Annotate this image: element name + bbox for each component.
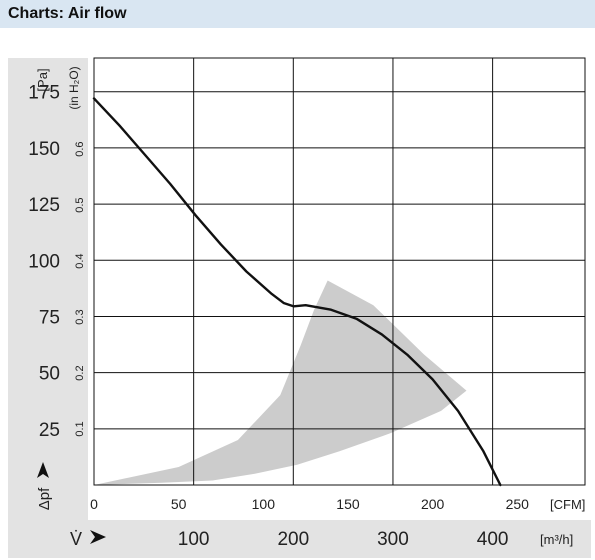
y-secondary-tick-labels: 0.1 0.2 0.3 0.4 0.5 0.6	[74, 141, 86, 436]
grid-lines	[94, 58, 585, 485]
y-primary-tick-label: 75	[39, 307, 60, 328]
x-primary-tick-label: 150	[336, 496, 360, 512]
y-primary-tick-label: 100	[28, 251, 60, 272]
x-axis-secondary-panel	[8, 520, 591, 558]
y-axis-arrow-icon	[37, 462, 49, 478]
plot-frame	[93, 57, 586, 486]
y-secondary-tick-label: 0.4	[74, 253, 86, 268]
x-secondary-unit: [m³/h]	[540, 532, 573, 547]
y-primary-tick-labels: 25 50 75 100 125 150 175	[28, 83, 60, 441]
operating-range-band	[94, 280, 467, 485]
x-axis-arrow-icon	[90, 530, 106, 544]
x-primary-tick-label: 50	[171, 496, 187, 512]
y-axis-label: Δpf	[36, 487, 53, 510]
x-axis-label: V̇	[70, 529, 82, 549]
x-primary-tick-label: 200	[421, 496, 445, 512]
y-secondary-unit: (in H₂O)	[67, 66, 81, 109]
x-secondary-tick-label: 200	[277, 529, 309, 550]
x-secondary-tick-label: 400	[477, 529, 509, 550]
x-primary-tick-label: 100	[252, 496, 276, 512]
y-primary-tick-label: 150	[28, 139, 60, 160]
y-secondary-tick-label: 0.3	[74, 309, 86, 324]
section-title: Charts: Air flow	[8, 5, 127, 22]
x-primary-unit: [CFM]	[550, 497, 585, 512]
y-secondary-tick-label: 0.5	[74, 197, 86, 212]
x-secondary-tick-label: 100	[178, 529, 210, 550]
y-primary-tick-label: 125	[28, 195, 60, 216]
y-primary-tick-label: 175	[28, 83, 60, 104]
x-primary-tick-label: 0	[90, 496, 98, 512]
x-secondary-tick-labels: 100 200 300 400	[178, 529, 509, 550]
y-primary-tick-label: 50	[39, 364, 60, 385]
y-secondary-tick-label: 0.6	[74, 141, 86, 156]
y-axis-panel	[8, 58, 88, 520]
x-primary-tick-labels: 0 50 100 150 200 250	[90, 496, 529, 512]
y-secondary-tick-label: 0.2	[74, 365, 86, 380]
y-secondary-tick-label: 0.1	[74, 421, 86, 436]
section-header: Charts: Air flow	[0, 0, 595, 28]
x-primary-tick-label: 250	[506, 496, 530, 512]
y-primary-tick-label: 25	[39, 420, 60, 441]
x-secondary-tick-label: 300	[377, 529, 409, 550]
performance-curve	[92, 97, 502, 487]
y-primary-unit: [Pa]	[35, 68, 50, 91]
